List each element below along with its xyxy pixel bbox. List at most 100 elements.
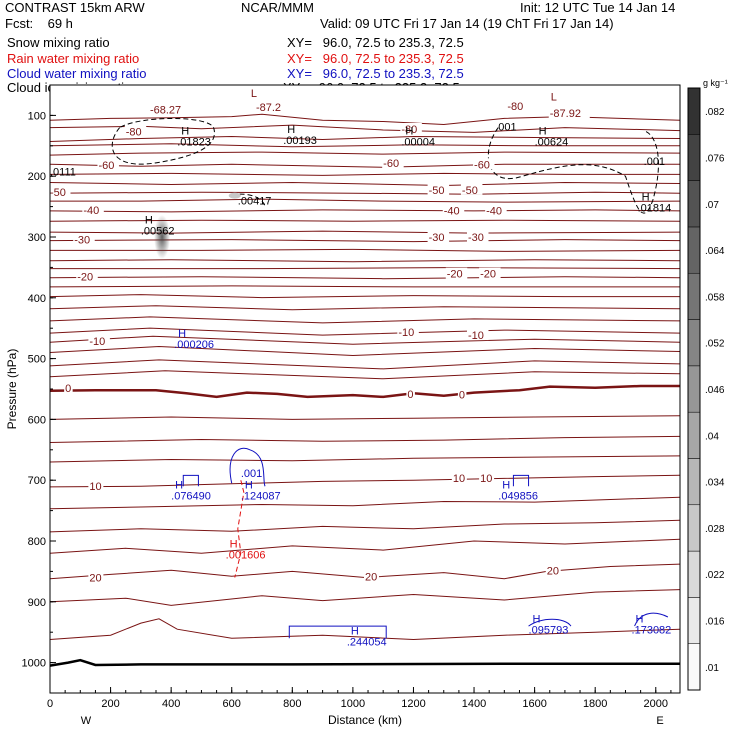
- isotherm-line: [49, 143, 680, 148]
- isotherm-label: -50: [50, 187, 66, 199]
- legend-xy-snow: XY= 96.0, 72.5 to 235.3, 72.5: [287, 35, 464, 50]
- extremum-value: .095793: [529, 624, 569, 636]
- isotherm-line: [49, 151, 681, 156]
- isotherm-label: -30: [468, 232, 484, 244]
- chart-source: NCAR/MMM: [241, 0, 314, 15]
- y-tick-label: 100: [28, 110, 46, 122]
- isotherm-label-bg: [466, 329, 489, 341]
- colorbar-segment: [687, 458, 701, 506]
- extremum-marker: L: [551, 92, 557, 104]
- extremum-value: .001: [644, 156, 665, 168]
- isotherm-label-bg: [88, 571, 104, 583]
- y-axis-label: Pressure (hPa): [5, 349, 19, 430]
- colorbar-segment: [687, 643, 701, 691]
- x-tick-label: 400: [162, 698, 180, 710]
- extremum-value: .001606: [226, 550, 266, 562]
- isotherm-label: 20: [89, 573, 101, 585]
- colorbar-tick-label: .064: [705, 246, 725, 257]
- isotherm-line: [49, 285, 680, 288]
- isotherm-label-bg: [382, 157, 404, 169]
- isotherm-label-bg: [406, 388, 415, 400]
- legend-xy-cloud-water: XY= 96.0, 72.5 to 235.3, 72.5: [287, 66, 464, 81]
- isotherm-label-bg: [427, 183, 450, 195]
- isotherm-line: [49, 230, 681, 234]
- extremum-marker: H: [230, 539, 238, 551]
- isotherm-label: 20: [547, 565, 559, 577]
- extremum-value: .00193: [283, 135, 317, 147]
- isotherm-label-bg: [548, 107, 590, 119]
- isotherm-line: [49, 276, 681, 280]
- isotherm-line: [49, 163, 680, 168]
- isotherm-line: [49, 259, 681, 263]
- chart-title: CONTRAST 15km ARW: [5, 0, 145, 15]
- colorbar-segment: [687, 272, 701, 320]
- colorbar-segment: [687, 550, 701, 598]
- isotherm-line: [49, 335, 681, 345]
- colorbar-tick-label: .016: [705, 617, 725, 628]
- extremum-marker: H: [502, 480, 510, 492]
- cloud-water-contour: [229, 447, 266, 487]
- y-tick-label: 1000: [22, 658, 46, 670]
- isotherm-label: 10: [453, 473, 465, 485]
- extremum-marker: H: [175, 480, 183, 492]
- forecast-hour: Fcst: 69 h: [5, 16, 73, 31]
- isotherm-line: [49, 209, 681, 213]
- isotherm-label-bg: [506, 99, 528, 111]
- ground-surface-line: [49, 658, 680, 667]
- extremum-marker: H: [539, 126, 547, 138]
- extremum-marker: H: [405, 126, 413, 138]
- isotherm-label: -30: [429, 232, 445, 244]
- colorbar-tick-label: .07: [705, 200, 719, 211]
- extremum-value: .0111: [50, 167, 76, 179]
- isotherm-line: [50, 198, 681, 203]
- colorbar-tick-label: .076: [705, 153, 725, 164]
- isotherm-label-bg: [400, 122, 422, 134]
- cloud-water-contour: [182, 474, 199, 487]
- isotherm-label: -30: [74, 235, 90, 247]
- isotherm-label-bg: [97, 158, 119, 170]
- isotherm-label: -60: [474, 159, 490, 171]
- y-tick-label: 700: [28, 475, 46, 487]
- extremum-value: .076490: [171, 491, 211, 503]
- isotherm-label: -10: [468, 330, 484, 342]
- cloud-water-contour: [528, 618, 572, 627]
- isotherm-line: [49, 345, 681, 357]
- extremum-value: .01814: [638, 202, 672, 214]
- isotherm-line: [49, 415, 681, 420]
- colorbar-tick-label: .01: [705, 663, 719, 674]
- isotherm-label: -50: [429, 185, 445, 197]
- isotherm-label-bg: [457, 388, 467, 400]
- y-tick-label: 400: [28, 293, 46, 305]
- isotherm-line: [49, 455, 681, 463]
- extremum-value: .00004: [401, 137, 435, 149]
- isotherm-line: [49, 327, 681, 336]
- extremum-value: .124087: [241, 491, 281, 503]
- y-tick-label: 900: [28, 597, 46, 609]
- isotherm-line: [49, 181, 681, 187]
- colorbar-segment: [687, 411, 701, 459]
- extremum-value: .01823: [177, 137, 211, 149]
- colorbar-segment: [687, 597, 701, 644]
- isotherm-line: [49, 538, 681, 554]
- isotherm-line: [49, 519, 681, 533]
- colorbar-segment: [687, 504, 701, 552]
- isotherm-line: [49, 496, 681, 510]
- isotherm-line: [49, 370, 681, 380]
- isotherm-zero-line: [49, 384, 680, 399]
- isotherm-label: -10: [398, 327, 414, 339]
- colorbar-frame: [687, 87, 701, 691]
- ice-mixing-contour: [487, 127, 659, 214]
- isotherm-label: -40: [444, 205, 460, 217]
- isotherm-label-bg: [76, 270, 98, 282]
- isotherm-line: [49, 316, 681, 324]
- extremum-marker: H: [636, 613, 644, 625]
- x-axis-west-label: W: [81, 715, 92, 727]
- colorbar-segment: [687, 87, 701, 135]
- extremum-marker: H: [533, 613, 541, 625]
- isotherm-line: [50, 267, 681, 270]
- colorbar-segment: [687, 365, 701, 413]
- isotherm-line: [49, 294, 680, 299]
- isotherm-label-bg: [442, 204, 465, 216]
- isotherm-label-bg: [64, 382, 73, 393]
- isotherm-label: -20: [447, 269, 463, 281]
